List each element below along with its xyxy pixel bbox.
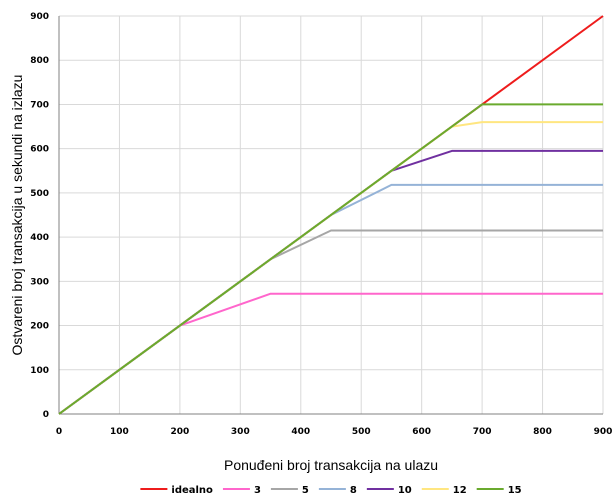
x-axis-title: Ponuđeni broj transakcija na ulazu — [224, 457, 438, 473]
x-tick-label: 200 — [170, 427, 189, 437]
legend-label: 8 — [350, 485, 357, 496]
legend-label: 10 — [398, 485, 412, 496]
y-tick-label: 700 — [30, 100, 49, 110]
x-tick-label: 500 — [352, 427, 371, 437]
legend-label: 3 — [254, 485, 261, 496]
legend: idealno 3 5 8 10 12 15 — [140, 485, 522, 496]
x-tick-label: 0 — [56, 427, 62, 437]
axes — [58, 16, 603, 415]
series-line-15 — [58, 103, 603, 415]
y-tick-label: 500 — [30, 189, 49, 199]
x-tick-label: 800 — [533, 427, 552, 437]
x-tick-label: 900 — [594, 427, 613, 437]
series-line-8 — [58, 183, 603, 415]
y-tick-label: 800 — [30, 56, 49, 66]
legend-label: idealno — [171, 485, 213, 496]
y-tick-label: 600 — [30, 145, 49, 155]
legend-label: 5 — [302, 485, 309, 496]
y-tick-label: 100 — [30, 366, 49, 376]
x-tick-label: 700 — [473, 427, 492, 437]
y-axis-title: Ostvareni broj transakcija u sekundi na … — [9, 75, 25, 356]
series-lines — [58, 15, 604, 415]
x-tick-label: 100 — [110, 427, 129, 437]
y-tick-label: 900 — [30, 12, 49, 22]
legend-label: 12 — [453, 485, 467, 496]
y-tick-label: 0 — [43, 410, 49, 420]
y-tick-label: 300 — [30, 277, 49, 287]
tick-labels: 0 100 200 300 400 500 600 700 800 900 0 100 200 300 40… — [30, 12, 612, 437]
y-tick-label: 200 — [30, 322, 49, 332]
series-line-10 — [58, 149, 603, 415]
x-tick-label: 300 — [231, 427, 250, 437]
legend-label: 15 — [508, 485, 522, 496]
y-tick-label: 400 — [30, 233, 49, 243]
series-line-5 — [58, 229, 603, 415]
x-tick-label: 600 — [412, 427, 431, 437]
grid — [59, 15, 604, 414]
x-tick-label: 400 — [291, 427, 310, 437]
